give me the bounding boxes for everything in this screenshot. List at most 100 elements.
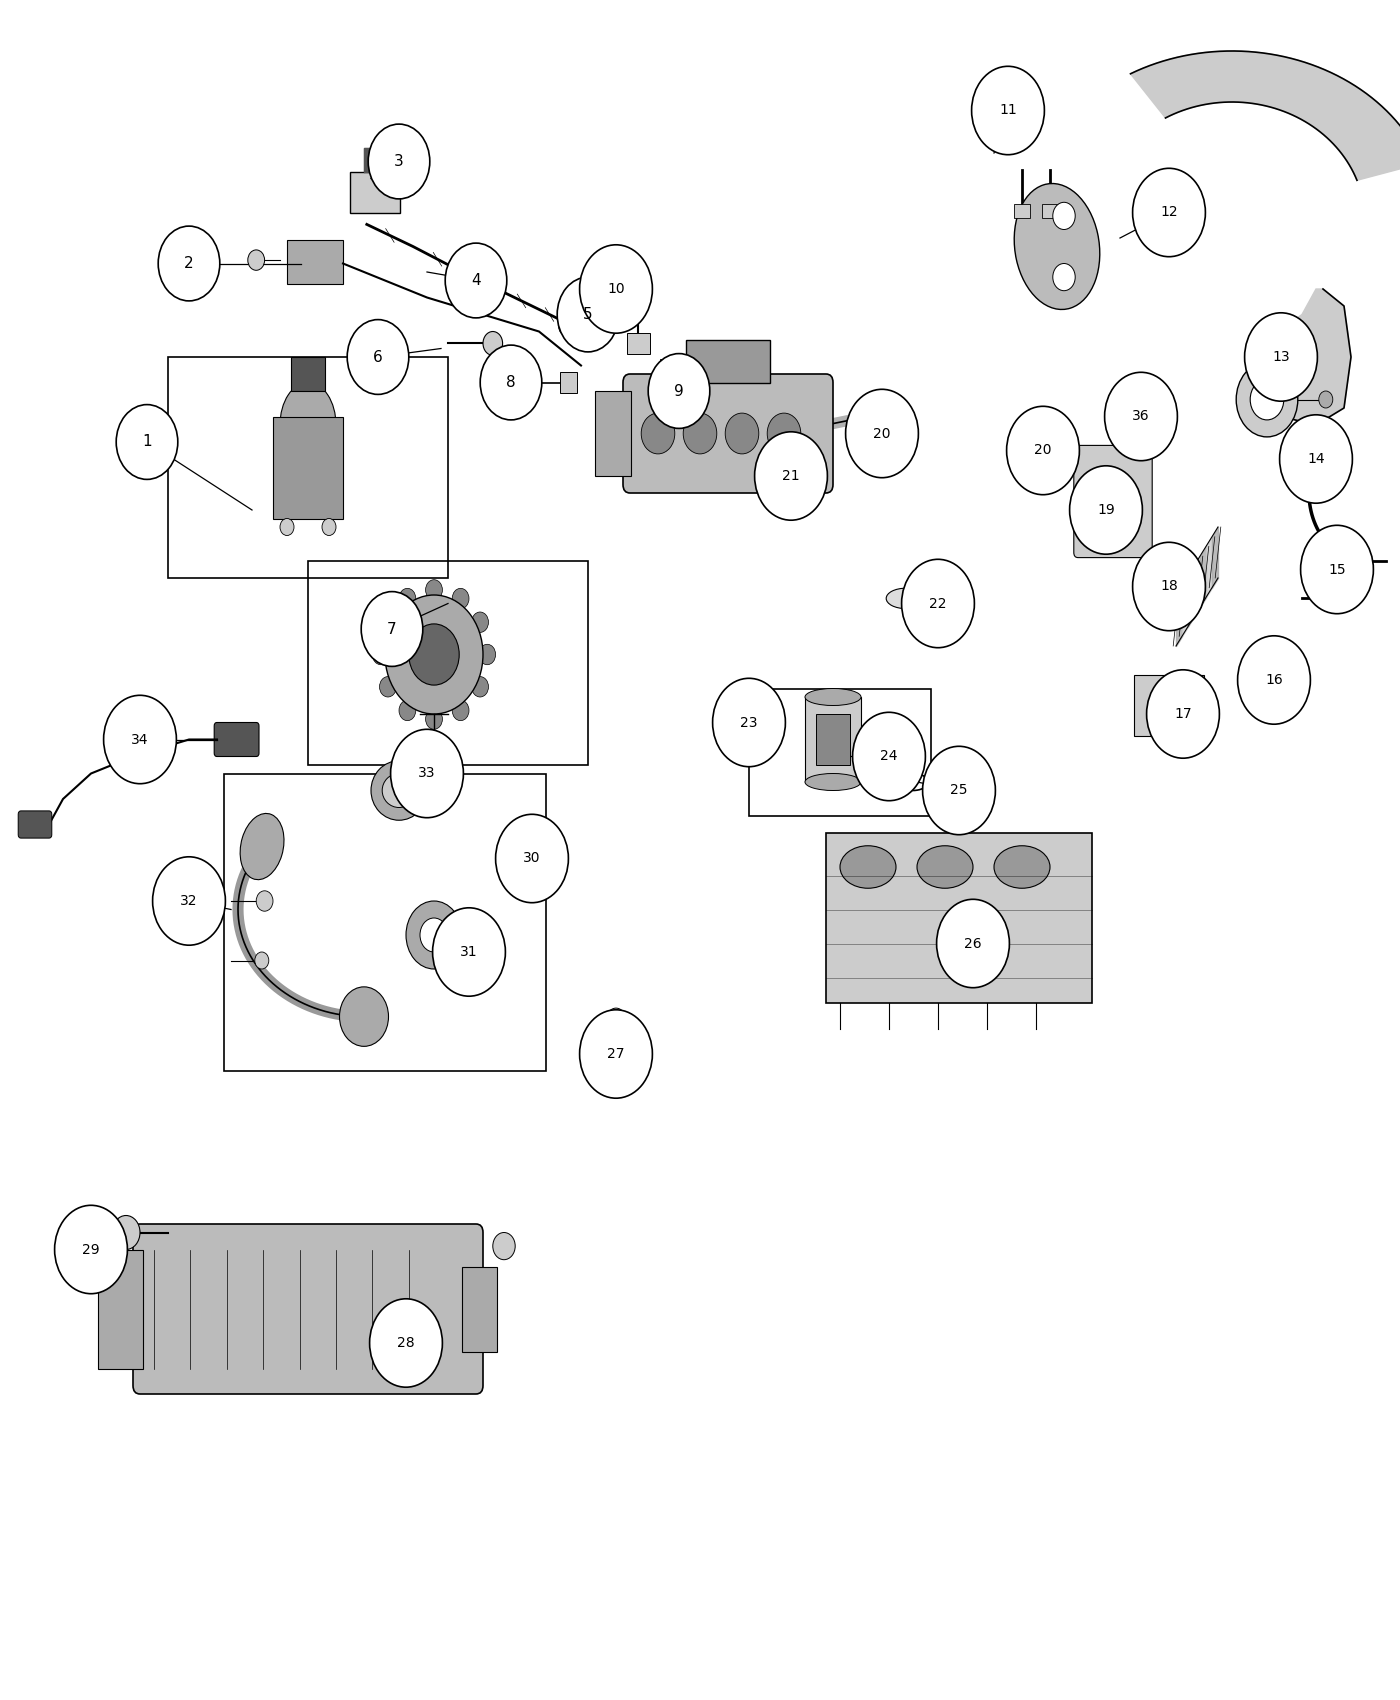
Circle shape bbox=[641, 413, 675, 454]
Circle shape bbox=[937, 899, 1009, 988]
Text: 1: 1 bbox=[143, 435, 151, 449]
Circle shape bbox=[420, 918, 448, 952]
Text: 6: 6 bbox=[374, 350, 382, 364]
Text: 11: 11 bbox=[1000, 104, 1016, 117]
Circle shape bbox=[1116, 382, 1166, 444]
Ellipse shape bbox=[371, 762, 427, 821]
Bar bbox=[224, 774, 546, 1071]
Circle shape bbox=[853, 712, 925, 801]
Circle shape bbox=[493, 1232, 515, 1260]
Circle shape bbox=[452, 588, 469, 609]
Text: 12: 12 bbox=[1161, 206, 1177, 219]
Text: 3: 3 bbox=[395, 155, 403, 168]
Circle shape bbox=[567, 318, 581, 335]
Circle shape bbox=[368, 124, 430, 199]
FancyBboxPatch shape bbox=[816, 714, 850, 765]
Circle shape bbox=[1147, 670, 1219, 758]
Ellipse shape bbox=[1014, 184, 1100, 309]
FancyBboxPatch shape bbox=[1042, 204, 1058, 218]
Text: 30: 30 bbox=[524, 852, 540, 865]
Text: 26: 26 bbox=[965, 937, 981, 950]
Circle shape bbox=[1319, 391, 1333, 408]
Circle shape bbox=[972, 66, 1044, 155]
Circle shape bbox=[683, 413, 717, 454]
Circle shape bbox=[55, 1205, 127, 1294]
Circle shape bbox=[1053, 202, 1075, 230]
Circle shape bbox=[483, 332, 503, 355]
Text: 21: 21 bbox=[783, 469, 799, 483]
Circle shape bbox=[472, 612, 489, 632]
Circle shape bbox=[391, 729, 463, 818]
Text: 10: 10 bbox=[608, 282, 624, 296]
Circle shape bbox=[116, 405, 178, 479]
Text: 2: 2 bbox=[185, 257, 193, 270]
Circle shape bbox=[1092, 476, 1134, 527]
FancyBboxPatch shape bbox=[291, 357, 325, 391]
FancyBboxPatch shape bbox=[1074, 445, 1152, 558]
Text: 17: 17 bbox=[1175, 707, 1191, 721]
Circle shape bbox=[104, 695, 176, 784]
Circle shape bbox=[452, 700, 469, 721]
Circle shape bbox=[580, 245, 652, 333]
Circle shape bbox=[496, 814, 568, 903]
Circle shape bbox=[755, 432, 827, 520]
Circle shape bbox=[1238, 636, 1310, 724]
Text: 27: 27 bbox=[608, 1047, 624, 1061]
FancyBboxPatch shape bbox=[18, 811, 52, 838]
Bar bbox=[749, 688, 931, 816]
Circle shape bbox=[1155, 688, 1183, 722]
Text: 34: 34 bbox=[132, 733, 148, 746]
Text: 14: 14 bbox=[1308, 452, 1324, 466]
Circle shape bbox=[1053, 264, 1075, 291]
Ellipse shape bbox=[805, 774, 861, 790]
Circle shape bbox=[1105, 372, 1177, 461]
Circle shape bbox=[1250, 379, 1284, 420]
Text: 22: 22 bbox=[930, 597, 946, 610]
Circle shape bbox=[379, 612, 396, 632]
Text: 15: 15 bbox=[1329, 563, 1345, 576]
Circle shape bbox=[1127, 396, 1155, 430]
Circle shape bbox=[1133, 542, 1205, 631]
Text: 36: 36 bbox=[1133, 410, 1149, 423]
Circle shape bbox=[256, 891, 273, 911]
Circle shape bbox=[606, 1008, 626, 1032]
Circle shape bbox=[361, 592, 423, 666]
Circle shape bbox=[379, 677, 396, 697]
Circle shape bbox=[472, 677, 489, 697]
FancyBboxPatch shape bbox=[133, 1224, 483, 1394]
Circle shape bbox=[580, 1010, 652, 1098]
Circle shape bbox=[280, 518, 294, 536]
Circle shape bbox=[322, 518, 336, 536]
Text: 13: 13 bbox=[1273, 350, 1289, 364]
FancyBboxPatch shape bbox=[1134, 675, 1204, 736]
Text: 25: 25 bbox=[951, 784, 967, 797]
FancyBboxPatch shape bbox=[287, 240, 343, 284]
Circle shape bbox=[426, 580, 442, 600]
Circle shape bbox=[399, 700, 416, 721]
Ellipse shape bbox=[994, 847, 1050, 887]
Circle shape bbox=[557, 277, 619, 352]
Circle shape bbox=[480, 345, 542, 420]
Circle shape bbox=[575, 318, 589, 335]
Text: 23: 23 bbox=[741, 716, 757, 729]
Text: 24: 24 bbox=[881, 750, 897, 763]
Circle shape bbox=[1301, 525, 1373, 614]
Circle shape bbox=[1133, 168, 1205, 257]
Ellipse shape bbox=[917, 847, 973, 887]
Text: 32: 32 bbox=[181, 894, 197, 908]
Circle shape bbox=[158, 226, 220, 301]
FancyBboxPatch shape bbox=[686, 340, 770, 382]
FancyBboxPatch shape bbox=[627, 333, 650, 354]
Ellipse shape bbox=[339, 986, 389, 1046]
Ellipse shape bbox=[840, 847, 896, 887]
Circle shape bbox=[902, 559, 974, 648]
Text: 20: 20 bbox=[1035, 444, 1051, 457]
Circle shape bbox=[112, 1216, 140, 1250]
Ellipse shape bbox=[886, 588, 925, 609]
Circle shape bbox=[385, 595, 483, 714]
Circle shape bbox=[433, 908, 505, 996]
Ellipse shape bbox=[241, 813, 284, 879]
FancyBboxPatch shape bbox=[462, 1266, 497, 1352]
Circle shape bbox=[1007, 406, 1079, 495]
Circle shape bbox=[923, 746, 995, 835]
